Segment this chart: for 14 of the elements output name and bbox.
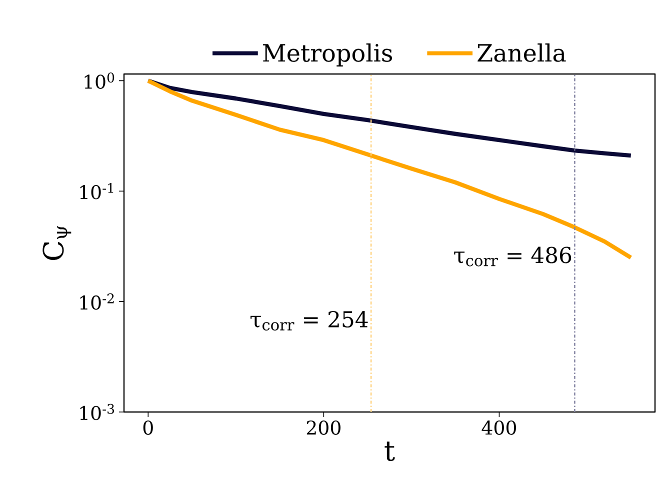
x-axis-title: t: [384, 442, 395, 462]
x-tick-label: 200: [306, 420, 340, 435]
y-tick-label: 10$^{-3}$: [80, 404, 114, 420]
x-tick-label: 400: [482, 420, 516, 435]
ref-line-label: τ$_{corr}$ = 254: [250, 310, 368, 331]
y-tick-label: 10$^{-2}$: [80, 293, 114, 310]
legend-label: Zanella: [478, 43, 566, 62]
legend-label: Metropolis: [263, 43, 392, 67]
y-tick-label: 10$^{-1}$: [80, 182, 114, 200]
x-tick-label: 0: [143, 420, 153, 435]
y-axis-title: C$_{ψ}$: [42, 226, 72, 260]
ref-line-label: τ$_{corr}$ = 486: [454, 246, 572, 266]
line-series: [146, 78, 633, 158]
y-tick-label: 10$^{0}$: [84, 72, 114, 89]
